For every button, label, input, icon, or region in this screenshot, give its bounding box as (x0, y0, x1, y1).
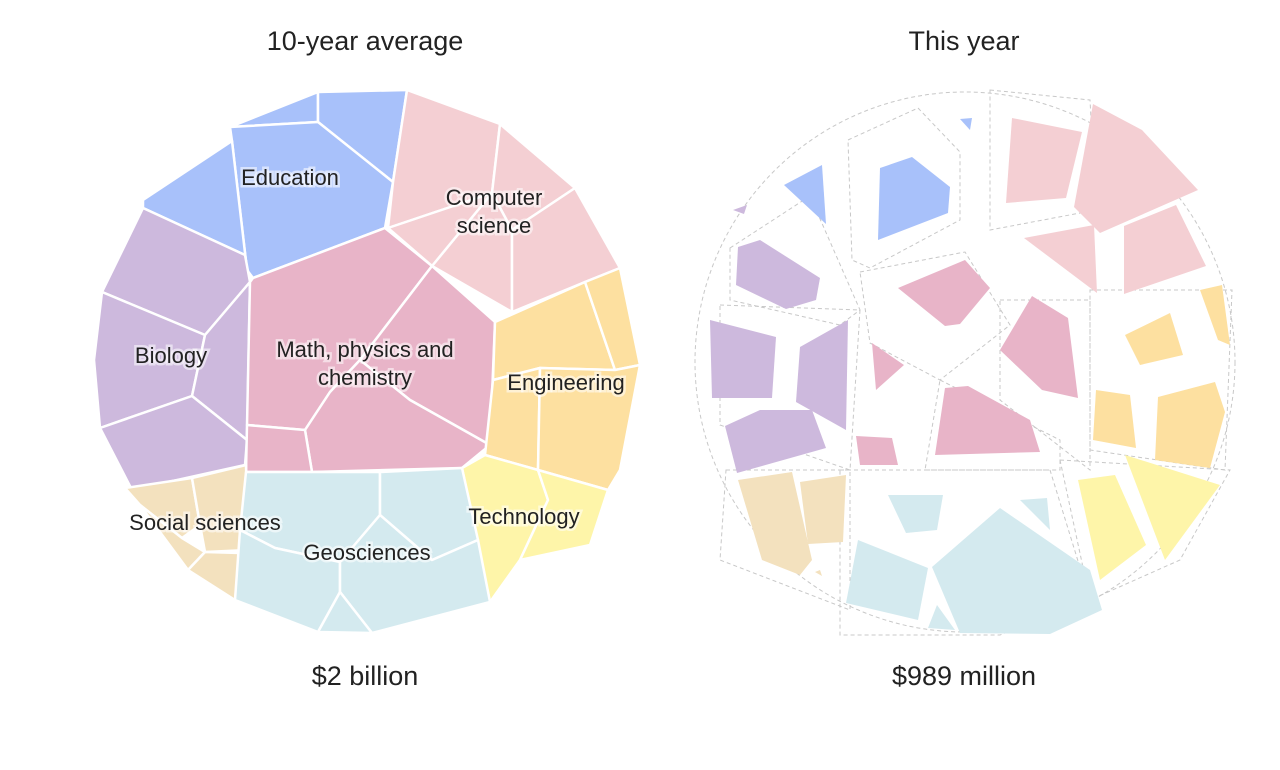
shrunk-cell-geosciences-5 (928, 605, 955, 630)
total-this-year: $989 million (891, 661, 1037, 691)
shrunk-cell-biology-1 (736, 240, 820, 309)
shrunk-cell-computer-science-3 (1024, 225, 1097, 293)
category-label-math-physics-and-chemistry-line-2: chemistry (318, 365, 412, 390)
voronoi-chart-ten-year-average: Education Computer science Biology Math, phy… (92, 88, 642, 635)
chart-title-this-year: This year (908, 26, 1020, 56)
category-label-engineering: Engineering (507, 370, 624, 395)
ghost-cell-2 (847, 107, 961, 269)
shrunk-category-group-math-physics-and-chemistry (856, 260, 1078, 465)
shrunk-category-group-education (784, 118, 972, 240)
shrunk-cell-computer-science-4 (1124, 205, 1206, 294)
chart-title-ten-year-average: 10-year average (266, 26, 464, 56)
category-group-geosciences (233, 466, 492, 635)
shrunk-cell-social-sciences-1 (738, 472, 812, 575)
shrunk-cell-education-3 (960, 118, 972, 130)
ghost-cell-6 (999, 299, 1091, 472)
category-label-social-sciences: Social sciences (129, 510, 281, 535)
shrunk-cell-geosciences-4 (932, 508, 1102, 634)
shrunk-cell-engineering-4 (1155, 382, 1225, 468)
category-label-technology: Technology (468, 504, 579, 529)
shrunk-cell-math-physics-and-chemistry-4 (935, 386, 1040, 455)
category-label-biology: Biology (135, 343, 207, 368)
shrunk-category-group-engineering (1093, 285, 1230, 468)
shrunk-cell-math-physics-and-chemistry-3 (872, 343, 904, 390)
shrunk-cell-geosciences-1 (888, 495, 943, 533)
shrunk-cell-math-physics-and-chemistry-1 (898, 260, 990, 326)
shrunk-cell-engineering-2 (1200, 285, 1230, 345)
category-label-computer-science-line-1: Computer (446, 185, 543, 210)
shrunk-cell-technology-1 (1078, 475, 1146, 580)
shrunk-cell-math-physics-and-chemistry-5 (856, 436, 898, 465)
shrunk-category-group-technology (1078, 455, 1220, 580)
category-label-math-physics-and-chemistry-line-1: Math, physics and (276, 337, 453, 362)
shrunk-category-group-computer-science (1006, 104, 1206, 294)
ghost-cell-4 (859, 251, 1011, 381)
shrunk-category-group-geosciences (846, 495, 1102, 634)
cell-math-physics-and-chemistry-4 (244, 423, 314, 474)
cell-social-sciences-2 (190, 463, 250, 554)
shrunk-cell-education-1 (784, 165, 826, 224)
shrunk-category-group-biology (710, 205, 848, 473)
category-label-computer-science-line-2: science (457, 213, 532, 238)
shrunk-cell-computer-science-2 (1074, 104, 1198, 233)
shrunk-cell-biology-3 (796, 320, 848, 430)
shrunk-cell-social-sciences-2 (800, 475, 846, 544)
category-label-education: Education (241, 165, 339, 190)
shrunk-cell-geosciences-3 (846, 540, 928, 620)
ghost-cell-1 (729, 195, 861, 326)
category-group-social-sciences (123, 463, 250, 602)
ghost-cell-10 (1089, 289, 1233, 471)
voronoi-chart-this-year (694, 89, 1236, 636)
category-group-engineering (483, 266, 642, 492)
shrunk-cell-math-physics-and-chemistry-2 (1000, 296, 1078, 398)
shrunk-cell-engineering-3 (1093, 390, 1136, 448)
shrunk-cell-computer-science-1 (1006, 118, 1082, 203)
shrunk-cell-biology-5 (733, 205, 747, 214)
category-group-computer-science (386, 88, 622, 314)
total-ten-year-average: $2 billion (311, 661, 419, 691)
shrunk-cell-technology-2 (1125, 455, 1220, 560)
ghost-cell-11 (1059, 459, 1231, 601)
shrunk-cell-social-sciences-3 (815, 570, 822, 576)
shrunk-category-group-social-sciences (738, 472, 846, 576)
shrunk-cell-engineering-1 (1125, 313, 1183, 365)
category-label-geosciences: Geosciences (303, 540, 430, 565)
ghost-cell-7 (924, 379, 1061, 471)
category-group-biology (92, 206, 252, 492)
shrunk-cell-education-2 (878, 157, 950, 240)
cell-geosciences-5 (316, 590, 374, 635)
shrunk-cell-geosciences-2 (1020, 498, 1050, 530)
cell-technology-2 (518, 468, 610, 562)
cell-social-sciences-1 (123, 476, 202, 540)
category-group-education (141, 88, 409, 280)
category-group-math-physics-and-chemistry (244, 226, 497, 474)
shrunk-cell-biology-4 (725, 410, 826, 473)
shrunk-cell-biology-2 (710, 320, 776, 398)
